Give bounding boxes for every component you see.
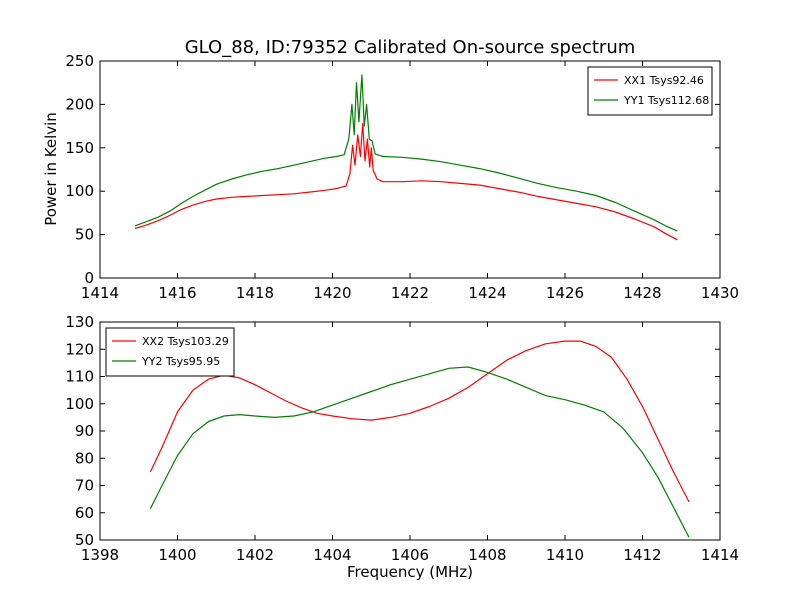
top-x-tick-label: 1416 bbox=[158, 284, 196, 302]
bottom-y-tick-label: 70 bbox=[75, 477, 94, 495]
top-y-tick-label: 100 bbox=[65, 182, 94, 200]
bottom-y-tick-label: 50 bbox=[75, 531, 94, 549]
top-legend: XX1 Tsys92.46 YY1 Tsys112.68 bbox=[587, 66, 713, 116]
bottom-y-tick-label: 110 bbox=[65, 368, 94, 386]
top-y-tick-label: 50 bbox=[75, 226, 94, 244]
x-axis-label: Frequency (MHz) bbox=[347, 563, 473, 581]
top-x-tick-label: 1414 bbox=[81, 284, 119, 302]
top-y-axis-label: Power in Kelvin bbox=[42, 112, 60, 226]
bottom-legend-label-1: XX2 Tsys103.29 bbox=[142, 335, 229, 348]
top-legend-box bbox=[587, 66, 713, 116]
bottom-x-tick-label: 1404 bbox=[313, 546, 351, 564]
top-y-tick-label: 250 bbox=[65, 52, 94, 70]
bottom-legend-box bbox=[105, 327, 235, 377]
bottom-x-tick-label: 1414 bbox=[701, 546, 739, 564]
bottom-x-tick-label: 1398 bbox=[81, 546, 119, 564]
top-y-tick-label: 150 bbox=[65, 139, 94, 157]
bottom-y-tick-label: 100 bbox=[65, 395, 94, 413]
bottom-series-line-2 bbox=[149, 366, 690, 538]
top-x-tick-label: 1422 bbox=[391, 284, 429, 302]
bottom-y-tick-label: 120 bbox=[65, 340, 94, 358]
bottom-x-tick-label: 1400 bbox=[158, 546, 196, 564]
top-x-tick-label: 1424 bbox=[468, 284, 506, 302]
top-x-tick-label: 1428 bbox=[623, 284, 661, 302]
top-plot-frame bbox=[99, 60, 721, 279]
bottom-y-tick-label: 130 bbox=[65, 313, 94, 331]
bottom-plot-frame bbox=[99, 321, 721, 541]
top-series-line-2 bbox=[134, 74, 678, 232]
top-legend-label-1: XX1 Tsys92.46 bbox=[624, 74, 704, 87]
top-x-tick-label: 1420 bbox=[313, 284, 351, 302]
bottom-y-tick-label: 60 bbox=[75, 504, 94, 522]
bottom-x-tick-label: 1412 bbox=[623, 546, 661, 564]
top-y-tick-label: 200 bbox=[65, 95, 94, 113]
bottom-plot: 1398 1400 1402 1404 1406 1408 1410 1412 1414 50 60… bbox=[65, 313, 739, 564]
bottom-legend: XX2 Tsys103.29 YY2 Tsys95.95 bbox=[105, 327, 235, 377]
top-x-tick-label: 1426 bbox=[546, 284, 584, 302]
figure-title: GLO_88, ID:79352 Calibrated On-source sp… bbox=[185, 37, 636, 58]
top-legend-label-2: YY1 Tsys112.68 bbox=[623, 94, 709, 107]
bottom-legend-label-2: YY2 Tsys95.95 bbox=[141, 355, 220, 368]
bottom-x-tick-label: 1408 bbox=[468, 546, 506, 564]
bottom-x-tick-label: 1406 bbox=[391, 546, 429, 564]
bottom-y-tick-label: 90 bbox=[75, 422, 94, 440]
top-x-tick-label: 1418 bbox=[236, 284, 274, 302]
top-x-tick-label: 1430 bbox=[701, 284, 739, 302]
top-plot: 1414 1416 1418 1420 1422 1424 1426 1428 1430 0 50 1… bbox=[65, 52, 739, 302]
bottom-x-tick-label: 1410 bbox=[546, 546, 584, 564]
bottom-y-tick-label: 80 bbox=[75, 449, 94, 467]
bottom-x-tick-label: 1402 bbox=[236, 546, 274, 564]
top-y-tick-label: 0 bbox=[84, 269, 94, 287]
top-series-line-1 bbox=[134, 122, 678, 241]
